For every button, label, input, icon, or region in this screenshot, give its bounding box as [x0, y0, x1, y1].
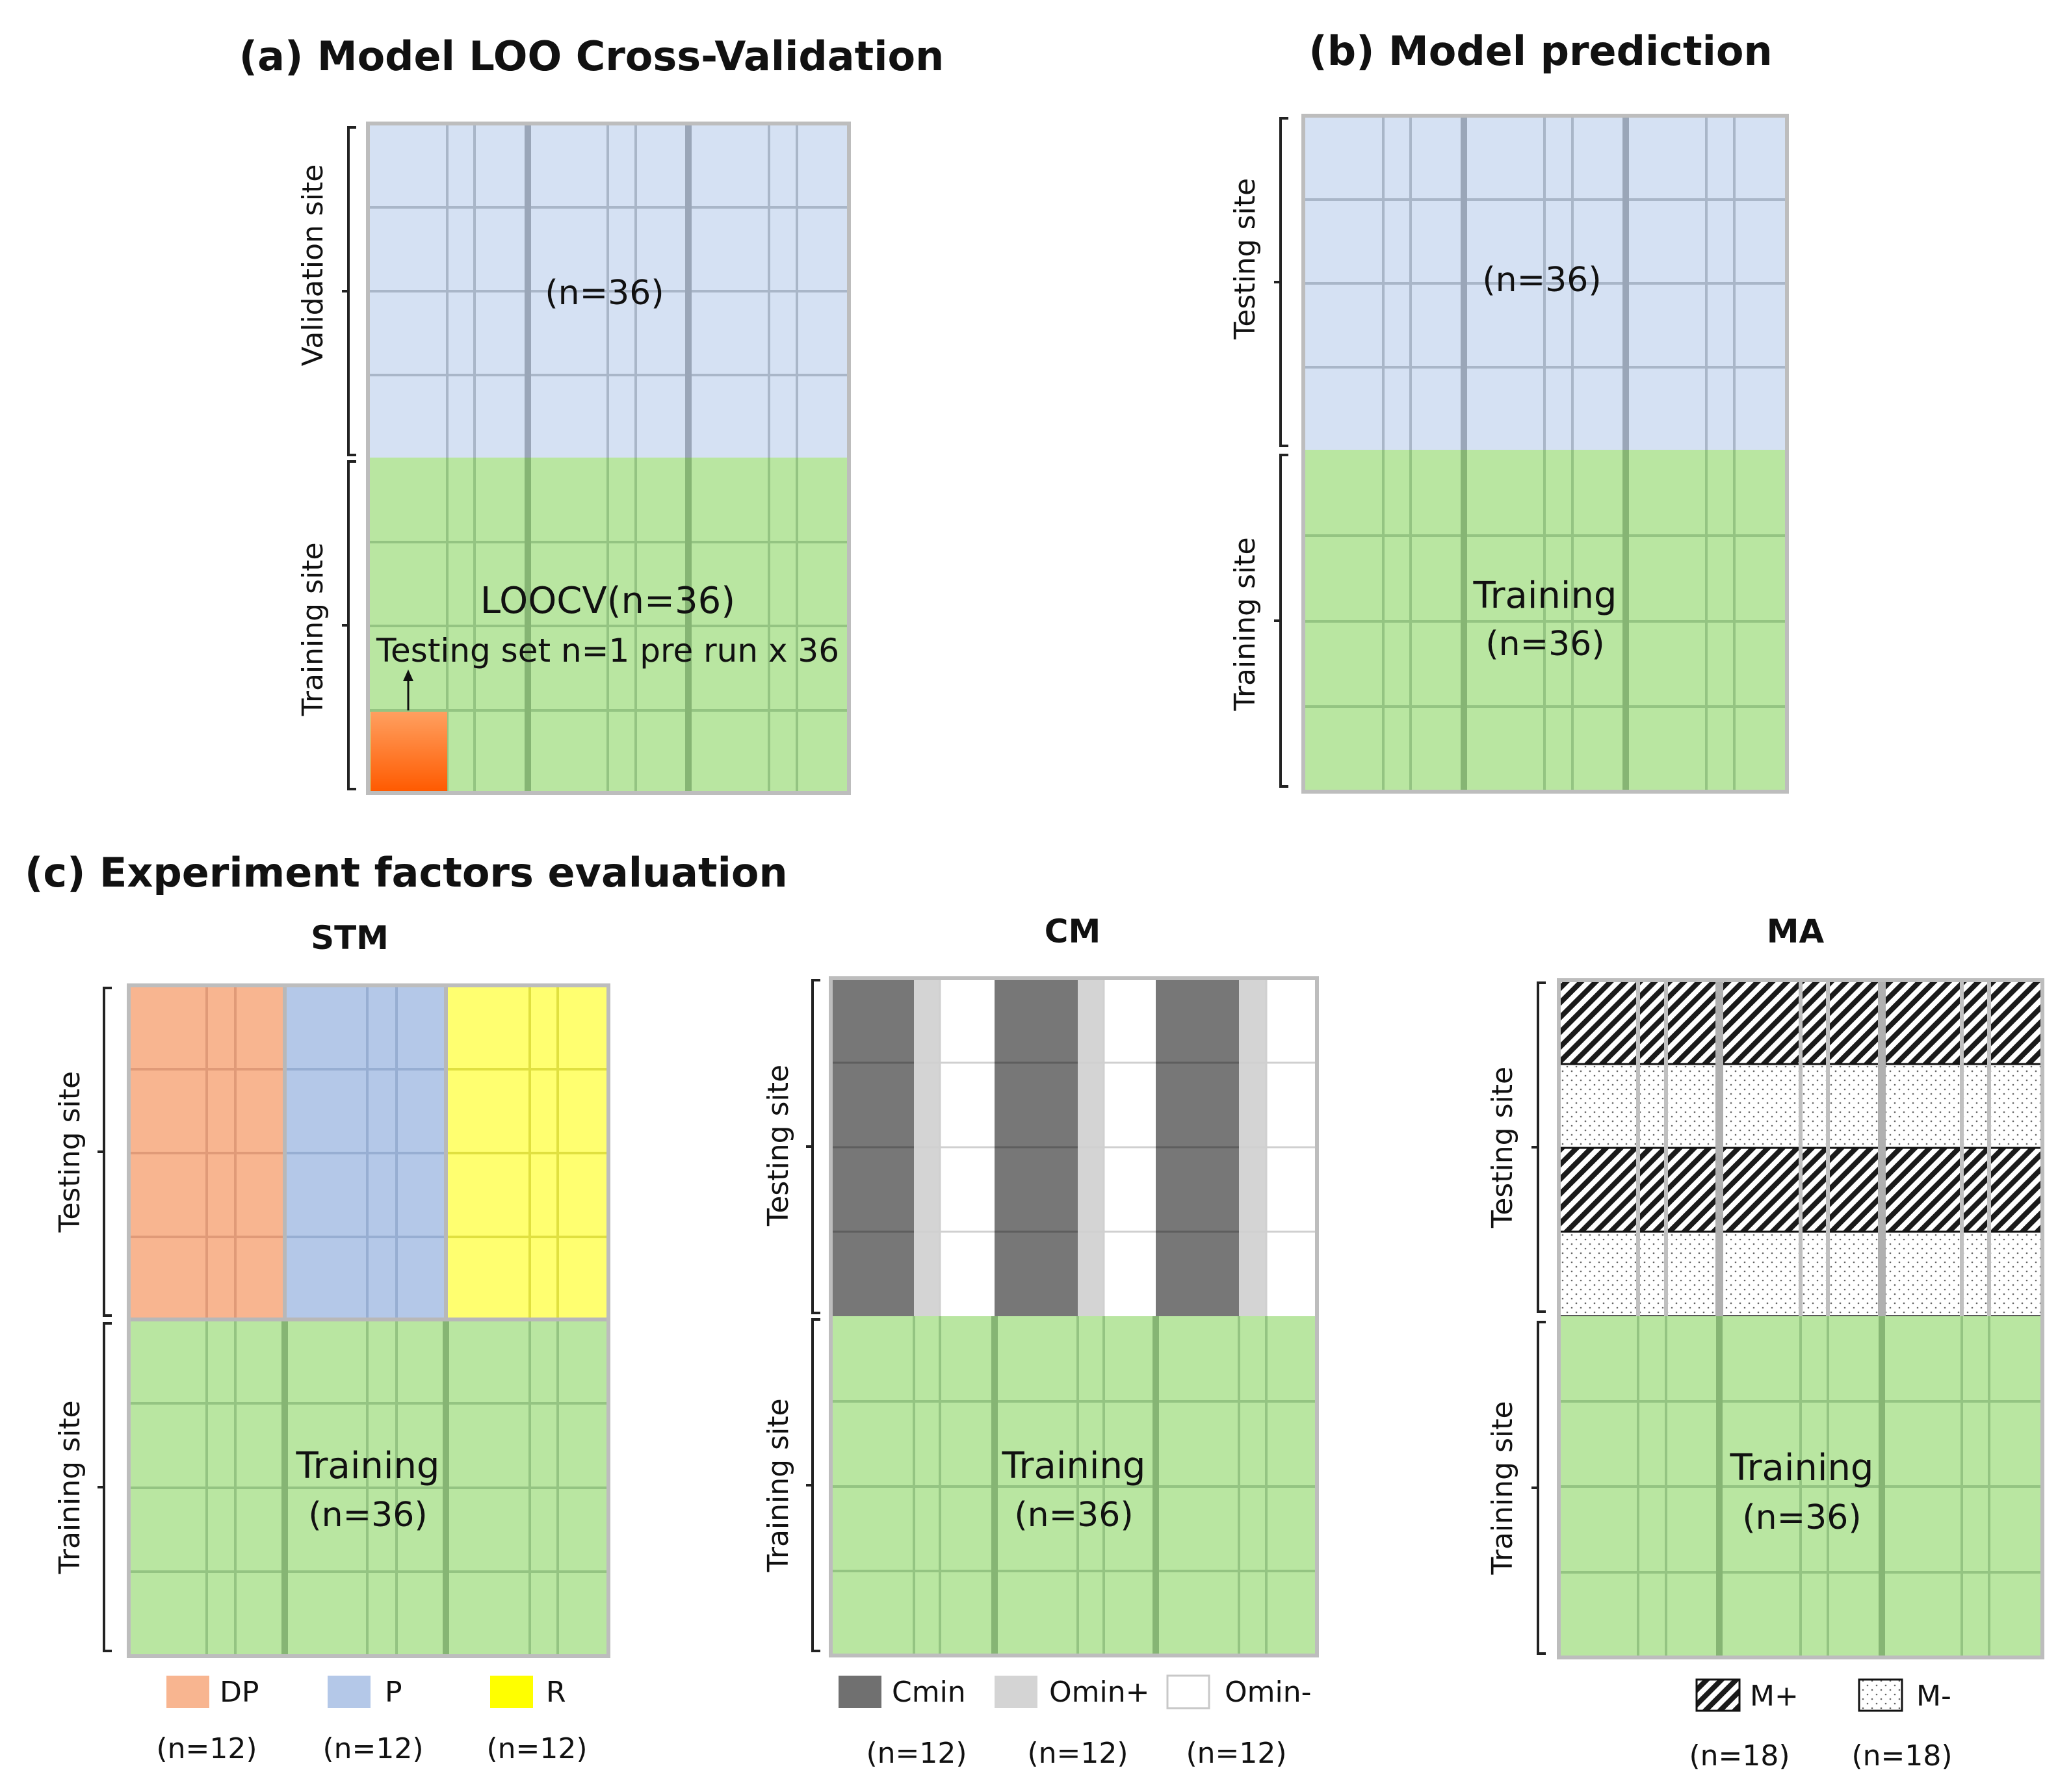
stm-lower-label-1: Training — [296, 1445, 440, 1487]
panel-a-lower-label-2: Testing set n=1 pre run x 36 — [376, 632, 839, 669]
cm-lower-grid — [831, 1316, 1317, 1656]
panel-a-lower-side-label: Training site — [296, 542, 330, 716]
stm-lower-side-label: Training site — [53, 1400, 86, 1574]
panel-b-title: (b) Model prediction — [1309, 27, 1772, 75]
ma-lower-side-label: Training site — [1486, 1401, 1519, 1575]
panel-b-lower-label-2: (n=36) — [1485, 625, 1604, 664]
panel-a-test-cell — [371, 712, 447, 792]
cm-upper-side-label: Testing site — [762, 1065, 795, 1227]
panel-a: (n=36) LOOCV(n=36) Testing set n=1 pre r… — [296, 122, 851, 795]
stm-p-grid — [285, 985, 446, 1319]
stm-lower-grid — [129, 1319, 608, 1656]
cm-legend-ominminus-count: (n=12) — [1186, 1737, 1286, 1770]
stm-legend-p-swatch — [328, 1676, 371, 1708]
stm-upper-side-label: Testing site — [53, 1071, 86, 1233]
stm-r-grid — [446, 985, 608, 1319]
panel-a-title: (a) Model LOO Cross-Validation — [239, 32, 944, 80]
cm-upper-light-grid — [914, 978, 1317, 1316]
panel-a-test-arrowhead — [403, 669, 413, 681]
ma-frame — [1557, 978, 2044, 1659]
cm-upper-bracket — [806, 979, 820, 1314]
cm-legend-cmin-label: Cmin — [892, 1676, 966, 1709]
stm-panel: Training (n=36) Testing site Training si… — [53, 983, 610, 1765]
ma-upper-block-dividers — [1715, 980, 1886, 1316]
ma-legend-mplus-label: M+ — [1750, 1680, 1799, 1713]
stm-legend-r-count: (n=12) — [486, 1732, 587, 1765]
panel-a-lower-bracket — [342, 460, 356, 790]
stm-legend-dp-count: (n=12) — [156, 1732, 257, 1765]
cm-panel: Training (n=36) Testing site Training si… — [762, 976, 1319, 1770]
stm-legend-p-label: P — [385, 1676, 402, 1709]
ma-upper-col-lines — [1636, 980, 1991, 1316]
panel-b-lower-block-dividers — [1461, 450, 1629, 792]
panel-a-lower-label-1: LOOCV(n=36) — [480, 580, 735, 622]
panel-b-upper-block-dividers — [1461, 116, 1629, 450]
cm-upper-grid — [831, 1061, 1239, 1233]
ma-legend-mminus-count: (n=18) — [1851, 1739, 1952, 1773]
cm-legend-ominminus-swatch — [1166, 1674, 1210, 1709]
cm-legend-ominplus-label: Omin+ — [1049, 1676, 1149, 1709]
panel-a-upper-label: (n=36) — [545, 274, 664, 313]
panel-b-upper-bracket — [1274, 117, 1288, 447]
stm-upper-dividers — [129, 985, 608, 1321]
ma-lower-bracket — [1531, 1321, 1546, 1655]
stm-legend-dp-swatch — [166, 1676, 209, 1708]
panel-a-upper-bracket — [342, 126, 356, 456]
cm-frame — [829, 976, 1319, 1657]
cm-lower-bracket — [806, 1318, 820, 1652]
ma-lower-block-dividers — [1716, 1316, 1885, 1657]
panel-a-frame — [366, 122, 851, 795]
panel-b-lower-label-1: Training — [1473, 575, 1617, 617]
stm-lower-bracket — [98, 1322, 112, 1652]
panel-b-upper-label: (n=36) — [1482, 261, 1601, 300]
cm-legend-cmin-count: (n=12) — [866, 1737, 967, 1770]
stm-block-dividers — [281, 1319, 449, 1656]
stm-title: STM — [311, 919, 389, 957]
ma-title: MA — [1767, 913, 1825, 950]
cm-legend-ominminus-label: Omin- — [1225, 1676, 1311, 1709]
cm-legend-cmin-swatch — [839, 1676, 881, 1708]
stm-legend-r-label: R — [546, 1676, 566, 1709]
cm-block-dividers — [991, 1316, 1159, 1656]
panel-b-lower-grid — [1303, 450, 1787, 792]
ma-lower-label-2: (n=36) — [1742, 1498, 1861, 1537]
panel-a-lower-grid — [368, 458, 849, 793]
panel-a-lower-block-dividers — [525, 458, 692, 793]
ma-upper-bracket — [1531, 981, 1546, 1313]
ma-legend-mminus-swatch — [1858, 1678, 1903, 1712]
cm-legend-ominplus-count: (n=12) — [1027, 1737, 1128, 1770]
stm-lower-label-2: (n=36) — [308, 1496, 427, 1535]
cm-title: CM — [1045, 913, 1101, 950]
stm-legend-p-count: (n=12) — [322, 1732, 423, 1765]
stm-legend-dp-label: DP — [220, 1676, 259, 1709]
ma-legend-mplus-count: (n=18) — [1689, 1739, 1790, 1773]
stm-upper-bracket — [98, 987, 112, 1317]
stm-frame — [127, 983, 610, 1658]
panel-b-lower-side-label: Training site — [1229, 537, 1262, 711]
panel-c-title: (c) Experiment factors evaluation — [25, 849, 788, 896]
panel-a-upper-side-label: Validation site — [296, 164, 330, 367]
panel-a-upper-block-dividers — [525, 123, 692, 458]
panel-b: (n=36) Training (n=36) Testing site Trai… — [1229, 114, 1789, 794]
panel-a-upper-grid — [368, 123, 849, 458]
panel-b-upper-side-label: Testing site — [1229, 178, 1262, 340]
cm-lower-label-1: Training — [1002, 1445, 1146, 1487]
panel-b-upper-grid — [1303, 116, 1787, 450]
ma-legend-mplus-swatch — [1695, 1678, 1741, 1712]
ma-lower-grid — [1559, 1316, 2042, 1657]
ma-upper-side-label: Testing site — [1486, 1067, 1519, 1228]
panel-b-frame — [1301, 114, 1789, 794]
ma-lower-label-1: Training — [1730, 1447, 1874, 1489]
cm-lower-label-2: (n=36) — [1014, 1496, 1133, 1535]
ma-legend-mminus-label: M- — [1916, 1680, 1951, 1713]
panel-b-lower-bracket — [1274, 454, 1288, 788]
cm-legend-ominplus-swatch — [995, 1676, 1037, 1708]
cm-lower-side-label: Training site — [762, 1398, 795, 1572]
stm-legend-r-swatch — [490, 1676, 533, 1708]
stm-dp-grid — [129, 985, 285, 1319]
ma-panel: Training (n=36) Testing site Training si… — [1486, 978, 2044, 1773]
